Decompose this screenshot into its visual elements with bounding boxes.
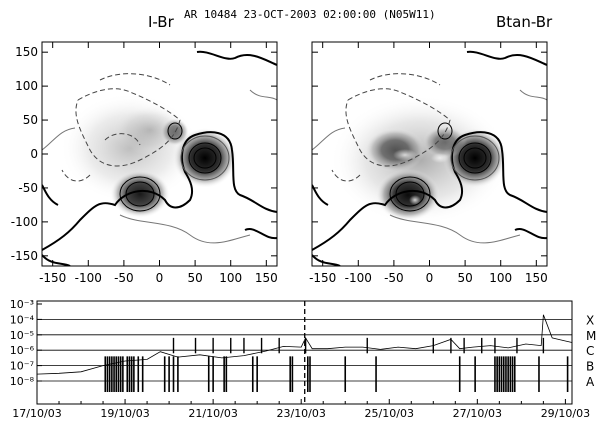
y-tick-label: 50 xyxy=(23,113,38,127)
y-tick-label: 10⁻⁷ xyxy=(10,360,34,373)
y-tick-label: 10⁻³ xyxy=(10,298,34,311)
xray-flux-series xyxy=(36,314,573,375)
x-tick-label: -100 xyxy=(345,271,372,285)
x-tick-label: 150 xyxy=(525,271,548,285)
x-tick-label: 0 xyxy=(156,271,164,285)
x-tick-label: 150 xyxy=(255,271,278,285)
y-tick-label: 10⁻⁸ xyxy=(10,375,35,388)
x-tick-label: 100 xyxy=(219,271,242,285)
right-panel-image xyxy=(312,50,547,266)
x-tick-label: 27/10/03 xyxy=(453,407,502,420)
x-tick-label: 19/10/03 xyxy=(100,407,149,420)
x-tick-label: 23/10/03 xyxy=(276,407,325,420)
y-tick-label: 10⁻⁵ xyxy=(10,329,34,342)
class-label: A xyxy=(586,375,595,389)
left-y-axis: 150 100 50 0 -50 -100 -150 xyxy=(11,45,277,263)
xray-x-axis: 17/10/03 19/10/03 21/10/03 23/10/03 25/10/03… xyxy=(12,399,590,420)
y-tick-label: 10⁻⁶ xyxy=(10,344,35,357)
x-tick-label: 50 xyxy=(457,271,472,285)
right-panel-label: Btan-Br xyxy=(496,13,553,31)
x-tick-label: 17/10/03 xyxy=(12,407,61,420)
x-tick-label: 0 xyxy=(426,271,434,285)
y-tick-label: 150 xyxy=(15,45,38,59)
x-tick-label: -50 xyxy=(114,271,134,285)
class-label: C xyxy=(586,344,594,358)
xray-flare-spikes xyxy=(172,337,545,354)
y-tick-label: 100 xyxy=(15,79,38,93)
xray-y-axis: 10⁻³ 10⁻⁴ 10⁻⁵ 10⁻⁶ 10⁻⁷ 10⁻⁸ xyxy=(10,298,42,388)
y-tick-label: -50 xyxy=(18,181,38,195)
xray-data-gaps xyxy=(104,356,569,392)
x-tick-label: -100 xyxy=(75,271,102,285)
x-tick-label: 25/10/03 xyxy=(365,407,414,420)
x-tick-label: 21/10/03 xyxy=(188,407,237,420)
class-label: X xyxy=(586,313,594,327)
x-tick-label: -150 xyxy=(39,271,66,285)
y-tick-label: -100 xyxy=(11,215,38,229)
y-tick-label: 0 xyxy=(30,147,38,161)
x-tick-label: -50 xyxy=(384,271,404,285)
right-panel: -150 -100 -50 0 50 100 150 xyxy=(309,41,548,285)
left-x-axis: -150 -100 -50 0 50 100 150 xyxy=(39,42,278,285)
left-panel-image xyxy=(42,50,277,266)
x-tick-label: -150 xyxy=(309,271,336,285)
y-tick-label: -150 xyxy=(11,249,38,263)
class-label: M xyxy=(586,329,596,343)
left-panel-label: I-Br xyxy=(148,13,175,31)
right-x-axis: -150 -100 -50 0 50 100 150 xyxy=(309,42,548,285)
x-tick-label: 50 xyxy=(187,271,202,285)
figure-title: AR 10484 23-OCT-2003 02:00:00 (N05W11) xyxy=(184,8,436,21)
x-tick-label: 100 xyxy=(489,271,512,285)
class-label: B xyxy=(586,360,594,374)
y-tick-label: 10⁻⁴ xyxy=(10,313,35,326)
x-tick-label: 29/10/03 xyxy=(541,407,590,420)
